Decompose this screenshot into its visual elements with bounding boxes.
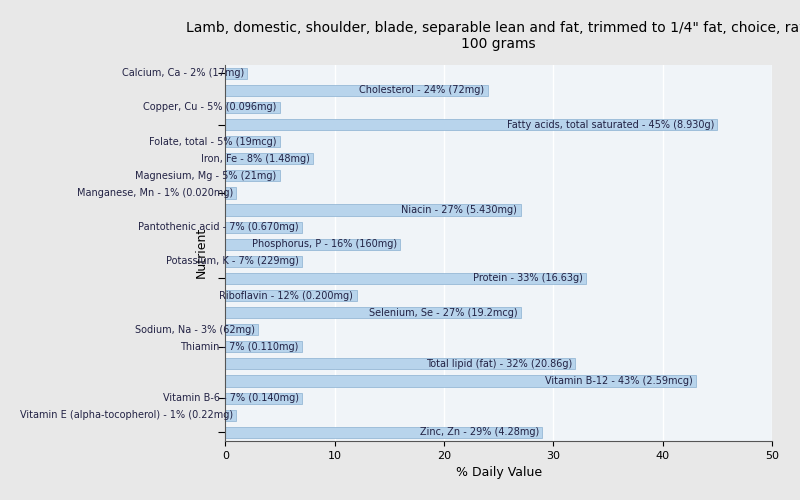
Text: Zinc, Zn - 29% (4.28mg): Zinc, Zn - 29% (4.28mg): [420, 428, 539, 438]
Bar: [226, 307, 521, 318]
Text: Iron, Fe - 8% (1.48mg): Iron, Fe - 8% (1.48mg): [201, 154, 310, 164]
Bar: [226, 153, 313, 164]
Bar: [226, 136, 280, 147]
Bar: [226, 188, 236, 198]
Text: Protein - 33% (16.63g): Protein - 33% (16.63g): [473, 274, 583, 283]
Text: Copper, Cu - 5% (0.096mg): Copper, Cu - 5% (0.096mg): [143, 102, 277, 113]
Bar: [226, 256, 302, 267]
Text: Sodium, Na - 3% (62mg): Sodium, Na - 3% (62mg): [135, 324, 255, 334]
Bar: [226, 119, 718, 130]
Bar: [226, 427, 542, 438]
Bar: [226, 85, 488, 96]
Text: Vitamin B-6 - 7% (0.140mg): Vitamin B-6 - 7% (0.140mg): [162, 393, 298, 403]
Text: Selenium, Se - 27% (19.2mcg): Selenium, Se - 27% (19.2mcg): [369, 308, 518, 318]
Bar: [226, 222, 302, 232]
Bar: [226, 238, 400, 250]
Bar: [226, 273, 586, 284]
Text: Pantothenic acid - 7% (0.670mg): Pantothenic acid - 7% (0.670mg): [138, 222, 298, 232]
Text: Calcium, Ca - 2% (17mg): Calcium, Ca - 2% (17mg): [122, 68, 244, 78]
Text: Folate, total - 5% (19mcg): Folate, total - 5% (19mcg): [149, 136, 277, 146]
Bar: [226, 204, 521, 216]
Bar: [226, 392, 302, 404]
Text: Niacin - 27% (5.430mg): Niacin - 27% (5.430mg): [402, 205, 518, 215]
Text: Cholesterol - 24% (72mg): Cholesterol - 24% (72mg): [359, 86, 485, 96]
Bar: [226, 358, 575, 370]
Text: Potassium, K - 7% (229mg): Potassium, K - 7% (229mg): [166, 256, 298, 266]
Y-axis label: Nutrient: Nutrient: [195, 227, 208, 278]
Text: Manganese, Mn - 1% (0.020mg): Manganese, Mn - 1% (0.020mg): [77, 188, 233, 198]
Bar: [226, 324, 258, 336]
Text: Vitamin B-12 - 43% (2.59mcg): Vitamin B-12 - 43% (2.59mcg): [545, 376, 692, 386]
Text: Fatty acids, total saturated - 45% (8.930g): Fatty acids, total saturated - 45% (8.93…: [507, 120, 714, 130]
Bar: [226, 68, 247, 79]
Bar: [226, 376, 696, 386]
Text: Thiamin - 7% (0.110mg): Thiamin - 7% (0.110mg): [180, 342, 298, 352]
Bar: [226, 342, 302, 352]
X-axis label: % Daily Value: % Daily Value: [456, 466, 542, 479]
Bar: [226, 170, 280, 181]
Title: Lamb, domestic, shoulder, blade, separable lean and fat, trimmed to 1/4" fat, ch: Lamb, domestic, shoulder, blade, separab…: [186, 21, 800, 51]
Text: Riboflavin - 12% (0.200mg): Riboflavin - 12% (0.200mg): [219, 290, 354, 300]
Text: Total lipid (fat) - 32% (20.86g): Total lipid (fat) - 32% (20.86g): [426, 359, 572, 369]
Text: Magnesium, Mg - 5% (21mg): Magnesium, Mg - 5% (21mg): [135, 171, 277, 181]
Bar: [226, 290, 357, 301]
Text: Phosphorus, P - 16% (160mg): Phosphorus, P - 16% (160mg): [252, 239, 397, 249]
Text: Vitamin E (alpha-tocopherol) - 1% (0.22mg): Vitamin E (alpha-tocopherol) - 1% (0.22m…: [20, 410, 233, 420]
Bar: [226, 410, 236, 421]
Bar: [226, 102, 280, 113]
